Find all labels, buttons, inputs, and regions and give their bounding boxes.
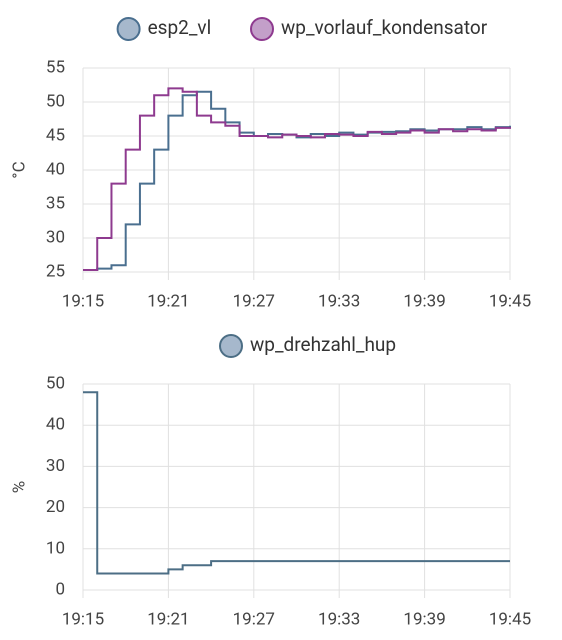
y-tick-label: 25 — [46, 261, 65, 281]
y-tick-label: 40 — [46, 415, 65, 435]
data-line — [83, 391, 510, 575]
x-tick-label: 19:33 — [318, 609, 360, 629]
y-tick-label: 10 — [46, 538, 65, 558]
x-tick-label: 19:21 — [147, 291, 189, 311]
x-tick-label: 19:33 — [318, 291, 360, 311]
x-tick-label: 19:15 — [62, 291, 104, 311]
x-tick-label: 19:21 — [147, 609, 189, 629]
data-line — [83, 87, 511, 271]
y-tick-label: 20 — [46, 497, 65, 517]
y-tick-label: 40 — [46, 159, 65, 179]
legend-label: wp_vorlauf_kondensator — [281, 16, 488, 39]
y-tick-label: 0 — [55, 579, 65, 599]
y-tick-label: 50 — [46, 373, 65, 393]
y-tick-label: 50 — [46, 91, 65, 111]
y-tick-label: 35 — [46, 193, 65, 213]
legend-marker — [116, 17, 141, 41]
x-tick-label: 19:45 — [489, 609, 531, 629]
y-tick-label: 30 — [46, 227, 65, 247]
legend-marker — [219, 334, 243, 358]
legend-label: wp_drehzahl_hup — [250, 333, 396, 356]
x-tick-label: 19:39 — [403, 291, 445, 311]
x-tick-label: 19:39 — [403, 609, 445, 629]
legend-label: esp2_vl — [148, 16, 212, 39]
x-tick-label: 19:15 — [62, 609, 104, 629]
y-axis-label: % — [9, 481, 29, 493]
y-axis-label: °C — [9, 161, 29, 178]
x-tick-label: 19:27 — [233, 291, 275, 311]
legend-marker — [250, 17, 274, 41]
legend: wp_drehzahl_hup — [219, 333, 396, 358]
y-tick-label: 30 — [46, 456, 65, 476]
y-tick-label: 55 — [46, 57, 65, 77]
x-tick-label: 19:45 — [489, 291, 531, 311]
data-line — [83, 90, 511, 271]
legend: esp2_vl wp_vorlauf_kondensator — [116, 16, 488, 41]
x-tick-label: 19:27 — [233, 609, 275, 629]
y-tick-label: 45 — [46, 125, 65, 145]
